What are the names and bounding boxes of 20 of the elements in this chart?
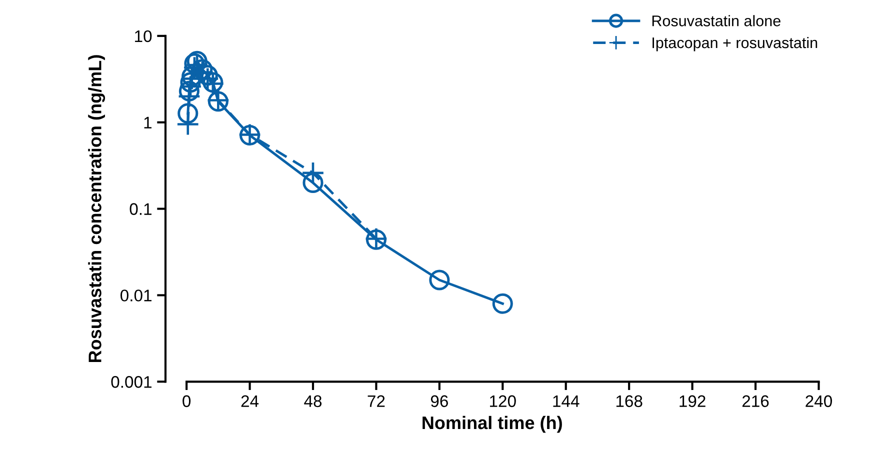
x-tick-label: 96 (430, 395, 448, 408)
x-tick-label: 144 (553, 395, 580, 407)
y-tick-label: 10 (135, 30, 152, 42)
x-tick-label: 0 (182, 395, 191, 408)
x-tick-label: 216 (742, 395, 769, 408)
x-tick-label: 120 (490, 395, 516, 408)
x-tick-label: 192 (680, 395, 706, 408)
legend-label: Iptacopan + rosuvastatin (652, 36, 818, 52)
y-tick-label: 0.001 (111, 376, 152, 388)
y-tick-label: 1 (144, 116, 152, 128)
y-tick-label: 0.1 (130, 203, 152, 215)
x-tick-label: 24 (241, 395, 259, 407)
x-tick-label: 240 (806, 395, 832, 408)
legend-label: Rosuvastatin alone (652, 15, 780, 26)
x-tick-label: 72 (368, 395, 385, 407)
y-axis-title: Rosuvastatin concentration (ng/mL) (88, 55, 106, 362)
x-axis-title: Nominal time (h) (422, 416, 562, 433)
y-tick-label: 0.01 (120, 290, 152, 302)
x-tick-label: 48 (304, 395, 322, 408)
x-tick-label: 168 (616, 395, 642, 408)
